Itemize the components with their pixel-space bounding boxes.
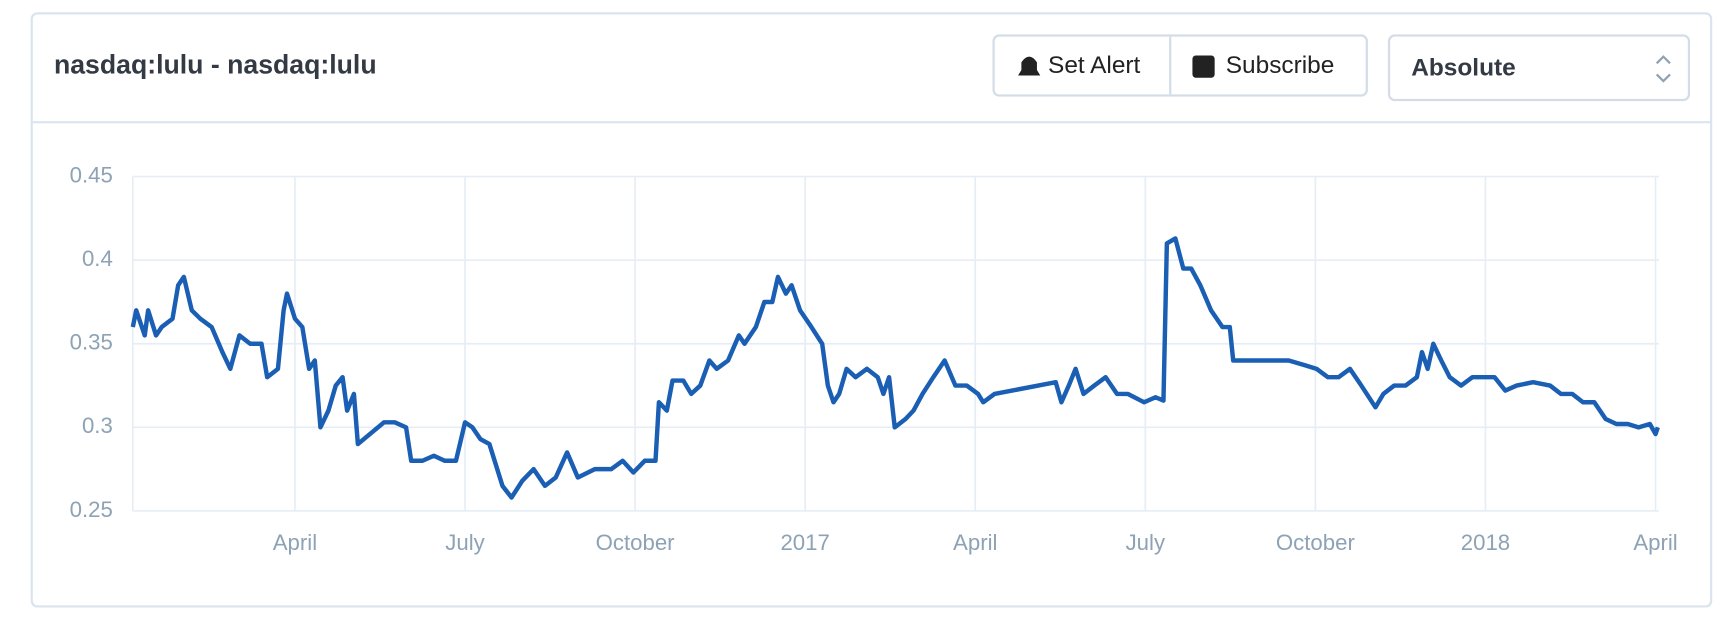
card-title: nasdaq:lulu - nasdaq:lulu bbox=[54, 50, 377, 80]
select-frame bbox=[1387, 34, 1691, 102]
x-tick-label: April bbox=[273, 530, 317, 555]
button-frame bbox=[992, 34, 1368, 97]
x-tick-label: July bbox=[445, 530, 485, 555]
y-tick-label: 0.45 bbox=[70, 162, 113, 187]
button-group: Set Alert Subscribe bbox=[992, 34, 1368, 97]
x-tick-label: 2018 bbox=[1461, 530, 1510, 555]
bell-icon bbox=[1018, 56, 1041, 76]
y-tick-label: 0.35 bbox=[70, 330, 113, 355]
y-tick-label: 0.25 bbox=[70, 497, 113, 522]
mode-select[interactable]: Absolute bbox=[1387, 34, 1691, 102]
x-tick-label: October bbox=[1276, 530, 1356, 555]
x-tick-label: April bbox=[1633, 530, 1677, 555]
button-label: Subscribe bbox=[1226, 52, 1335, 79]
y-tick-label: 0.4 bbox=[82, 246, 113, 271]
x-tick-label: April bbox=[953, 530, 997, 555]
subscribe-button[interactable]: Subscribe bbox=[1192, 52, 1334, 79]
y-tick-label: 0.3 bbox=[82, 413, 113, 438]
set-alert-button[interactable]: Set Alert bbox=[1018, 52, 1141, 79]
x-tick-label: July bbox=[1126, 530, 1166, 555]
x-tick-label: October bbox=[596, 530, 676, 555]
rss-icon bbox=[1192, 55, 1215, 78]
select-chevrons bbox=[1655, 55, 1671, 83]
select-value: Absolute bbox=[1411, 54, 1515, 81]
button-label: Set Alert bbox=[1048, 52, 1141, 79]
x-tick-label: 2017 bbox=[780, 530, 829, 555]
price-line bbox=[130, 236, 1660, 500]
card bbox=[30, 12, 1713, 608]
